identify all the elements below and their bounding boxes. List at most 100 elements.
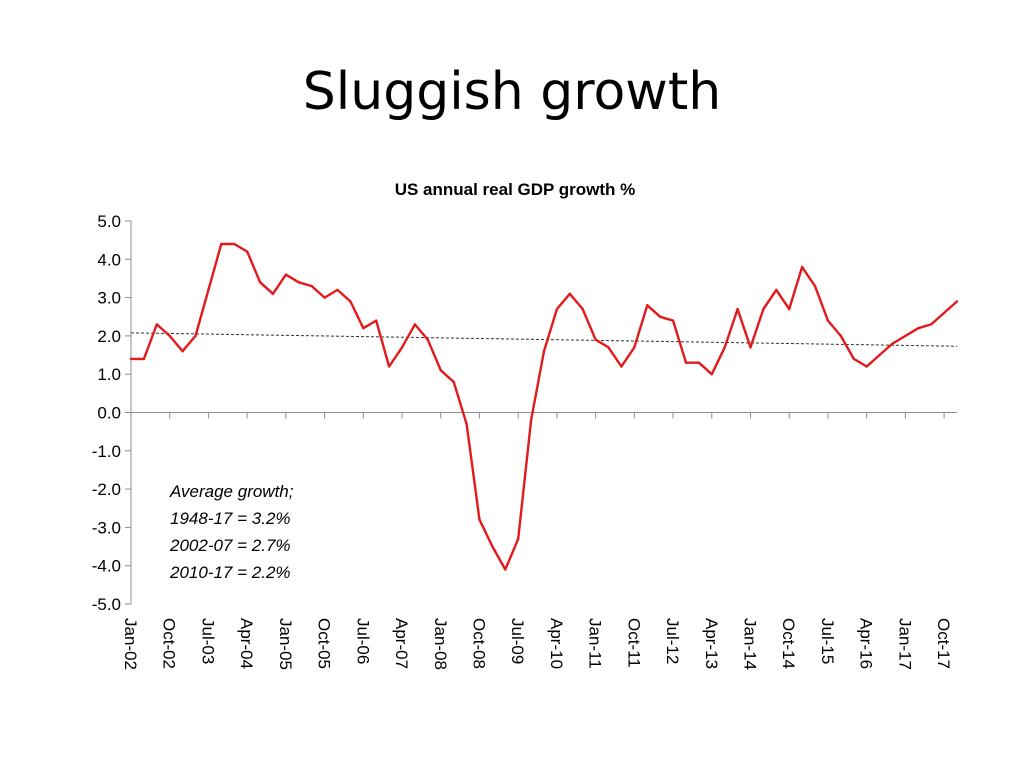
note-line-1948-17: 1948-17 = 3.2% [170,509,291,528]
data-point [697,361,701,364]
x-tick-label: Jul-12 [663,618,682,664]
x-tick-label: Jul-09 [508,618,527,664]
data-point [568,292,572,295]
data-point [684,361,688,364]
x-tick-label: Jan-14 [741,618,760,670]
data-point [349,300,352,303]
y-tick-label: -3.0 [92,518,121,537]
data-point [671,319,675,322]
data-point [181,350,184,353]
y-tick-label: 2.0 [97,327,121,346]
x-tick-label: Oct-14 [779,618,798,669]
data-point [852,357,855,361]
data-point [620,365,623,368]
y-tick-label: -4.0 [92,557,121,576]
data-point [336,288,339,292]
data-point [207,288,210,292]
data-point [323,296,326,299]
x-tick-label: Oct-11 [624,618,643,668]
x-tick-label: Oct-02 [160,618,179,669]
data-point [917,327,920,330]
data-point [942,311,946,315]
data-point [813,284,817,288]
data-point [271,292,275,295]
y-tick-label: 4.0 [97,250,121,269]
x-tick-label: Jul-06 [353,618,372,664]
data-point [168,334,171,338]
data-point [736,307,739,311]
data-point [491,545,494,548]
y-tick-label: -5.0 [92,595,121,614]
data-point [310,284,313,288]
data-point [220,242,223,246]
y-tick-label: -1.0 [92,442,121,461]
data-point [646,304,649,307]
series-layer [129,242,959,571]
data-point [723,346,726,349]
x-tick-label: Jan-11 [586,618,605,669]
data-point [839,334,843,338]
data-point [775,288,778,292]
x-tick-label: Apr-07 [392,618,411,669]
data-point [929,323,933,326]
y-tick-label: 1.0 [97,365,121,384]
data-point [142,357,146,361]
y-axis: 5.0 4.0 3.0 2.0 1.0 0.0 -1.0 -2.0 -3.0 -4.0 -5.0 [92,212,132,614]
data-point [955,300,959,303]
y-tick-label: 5.0 [97,212,121,231]
data-point [375,319,378,322]
data-point [800,265,804,269]
data-point [452,380,455,384]
chart-title: US annual real GDP growth % [395,180,636,199]
trend-line [130,332,958,347]
data-point [478,518,481,521]
data-point [387,365,391,368]
data-point [194,334,197,338]
data-point [633,346,636,349]
data-point [594,338,597,341]
data-point [426,338,430,341]
x-tick-label: Apr-04 [237,618,256,669]
data-point [891,342,894,345]
x-tick-label: Oct-08 [469,618,488,669]
x-axis: Jan-02 Oct-02 Jul-03 Apr-04 Jan-05 Oct-05 Jul-… [121,412,957,670]
data-point [555,307,559,311]
data-point [129,357,133,361]
data-point [233,242,236,246]
note-line-2002-07: 2002-07 = 2.7% [170,536,291,555]
data-point [826,319,830,322]
x-tick-label: Jan-17 [895,618,914,670]
data-point [504,568,507,571]
x-tick-label: Jan-08 [431,618,450,670]
data-point [529,418,533,422]
data-point [413,323,417,326]
y-tick-label: 3.0 [97,289,121,308]
y-tick-label: 0.0 [97,404,121,423]
data-point [362,327,365,330]
data-point [258,281,262,284]
note-line-2010-17: 2010-17 = 2.2% [170,563,291,582]
y-tick-label: -2.0 [92,480,121,499]
x-tick-label: Jul-15 [818,618,837,664]
data-point [607,346,610,349]
trend-line-layer [130,332,958,347]
data-point [658,315,662,318]
data-point [465,422,468,426]
data-point [865,365,868,368]
x-tick-label: Oct-05 [315,618,334,669]
data-point [245,250,249,253]
data-point [542,350,546,353]
data-point [297,281,300,284]
data-point [749,346,752,349]
x-tick-label: Apr-16 [857,618,876,669]
data-point [439,369,442,372]
data-point [904,334,907,338]
data-point [284,273,288,276]
data-point [788,307,791,311]
x-tick-label: Jan-02 [121,618,140,670]
data-point [155,323,159,326]
x-tick-label: Apr-13 [702,618,721,669]
x-tick-label: Oct-17 [934,618,953,669]
x-tick-label: Apr-10 [547,618,566,669]
